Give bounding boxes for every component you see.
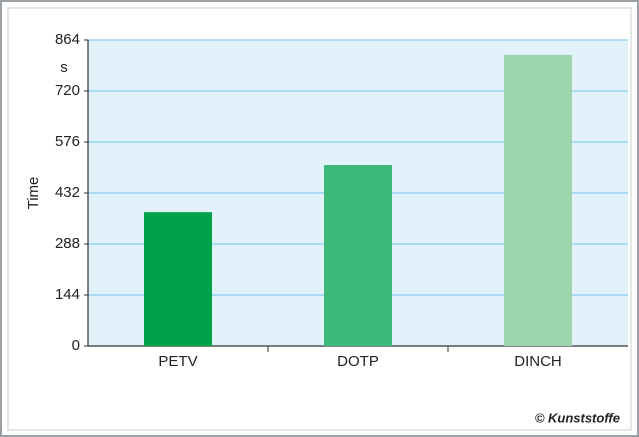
bar — [324, 165, 392, 346]
y-tick-label: 0 — [72, 337, 80, 354]
y-axis-label: Time — [25, 177, 42, 210]
x-tick-label: DINCH — [514, 353, 562, 370]
y-tick-label: 144 — [55, 286, 80, 303]
credit: © Kunststoffe — [535, 410, 620, 425]
x-tick-label: DOTP — [337, 353, 379, 370]
y-tick-label: 576 — [55, 133, 80, 150]
bar — [504, 54, 572, 346]
x-tick-label: PETV — [158, 353, 197, 370]
y-tick-label: 864 — [55, 31, 80, 48]
y-tick-label: 288 — [55, 235, 80, 252]
bar — [144, 212, 212, 346]
y-tick-label: 432 — [55, 184, 80, 201]
y-tick-label: 720 — [55, 82, 80, 99]
y-unit: s — [60, 59, 68, 76]
